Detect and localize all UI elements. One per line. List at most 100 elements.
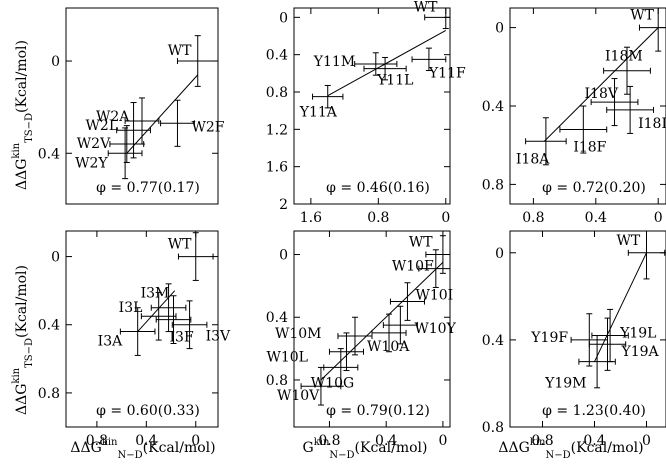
y-tick-label: 0.4 (266, 48, 288, 64)
point-label: W2F (191, 119, 224, 135)
y-tick-label: 0.4 (482, 333, 504, 349)
point-label: WT (414, 0, 438, 15)
phi-value-label: φ = 0.79(0.12) (326, 403, 430, 419)
point-label: I3M (141, 286, 170, 302)
plot-area (119, 232, 214, 356)
fit-line (327, 29, 447, 97)
plot-frame (65, 7, 219, 205)
x-axis-label-left: ΔΔGkinN−D(Kcal/mol) (70, 437, 215, 461)
point-label: I3V (206, 329, 231, 345)
x-tick-label: 0 (654, 210, 663, 226)
y-tick-label: 0 (495, 21, 504, 37)
y-axis-label-bottom: ΔΔGkinTS−D(Kcal/mol) (11, 265, 35, 415)
y-tick-label: 0.4 (266, 310, 288, 326)
point-label: W10L (266, 350, 308, 366)
x-tick-label: 0.8 (86, 433, 108, 449)
fit-line (594, 252, 647, 362)
x-tick-label: 0 (642, 433, 651, 449)
point-label: W2Y (75, 155, 108, 171)
x-tick-label: 0 (438, 433, 447, 449)
y-tick-label: 1.6 (266, 160, 288, 176)
point-label: Y11A (299, 105, 338, 121)
point-label: I3F (170, 330, 194, 346)
point-label: W10V (277, 388, 320, 404)
x-tick-label: 0.8 (367, 210, 389, 226)
point-label: WT (168, 43, 192, 59)
y-tick-label: 0 (279, 248, 288, 264)
phi-value-label: φ = 1.23(0.40) (542, 403, 646, 419)
plot-frame (65, 230, 219, 428)
x-tick-label: 0.4 (585, 210, 607, 226)
x-tick-label: 1.6 (300, 210, 322, 226)
x-tick-label: 0.4 (583, 433, 605, 449)
plot-frame (509, 230, 666, 428)
point-label: WT (168, 237, 192, 253)
plot-area (300, 235, 450, 406)
point-label: W10Y (414, 321, 456, 337)
y-tick-label: 0.4 (38, 318, 60, 334)
x-axis-label-right: ΔΔGkinN−D(Kcal/mol) (498, 437, 643, 461)
plot-area (107, 35, 218, 180)
x-tick-label: 0 (441, 210, 450, 226)
y-tick-label: 1.2 (266, 122, 288, 138)
phi-value-label: φ = 0.60(0.33) (96, 403, 200, 419)
point-label: I18M (605, 49, 643, 65)
point-label: WT (409, 235, 433, 251)
point-label: I18F (573, 140, 606, 156)
point-label: W10G (311, 375, 354, 391)
x-tick-label: 0.8 (318, 433, 340, 449)
panel-2: 0 0.4 0.8 1.2 1.6 2 1.6 0.8 0 WT Y11M Y11L Y11F Y11A φ… (266, 0, 466, 226)
point-label: WT (630, 8, 654, 24)
y-tick-label: 0 (51, 250, 60, 266)
plot-frame (509, 7, 666, 205)
point-label: I18A (516, 151, 550, 167)
point-label: WT (617, 233, 641, 249)
y-tick-label: 0.8 (266, 85, 288, 101)
point-label: I18L (638, 116, 666, 132)
x-tick-label: 0.4 (135, 433, 157, 449)
plot-frame (293, 230, 451, 428)
plot-area (312, 8, 450, 109)
point-label: Y19L (619, 326, 656, 342)
point-label: Y11F (428, 65, 466, 81)
point-label: W10I (415, 288, 453, 304)
phi-value-label: φ = 0.77(0.17) (96, 180, 200, 196)
y-tick-label: 0 (279, 10, 288, 26)
point-label: W2A (96, 109, 130, 125)
point-label: Y11L (376, 73, 413, 89)
point-label: W2L (86, 118, 119, 134)
panel-6: 0 0.4 0.8 0.8 0.4 0 WT Y19L Y19A Y19F Y19M φ = 1.23… (482, 230, 666, 449)
y-tick-label: 0.8 (38, 386, 60, 402)
point-label: Y19M (544, 376, 586, 392)
point-label: I3A (98, 334, 123, 350)
y-tick-label: 0 (495, 246, 504, 262)
y-tick-label: 0.8 (266, 373, 288, 389)
x-tick-label: 0.8 (522, 210, 544, 226)
x-tick-label: 0.8 (531, 433, 553, 449)
y-tick-label: 2 (279, 197, 288, 213)
point-label: W10F (392, 259, 434, 275)
phi-value-label: φ = 0.72(0.20) (542, 180, 646, 196)
plot-frame (293, 7, 451, 205)
plot-area (570, 231, 666, 389)
y-tick-label: 0.4 (38, 146, 60, 162)
x-tick-label: 0 (191, 433, 200, 449)
fit-line (126, 74, 199, 154)
point-label: I3L (119, 300, 143, 316)
point-label: Y19F (530, 330, 568, 346)
point-label: Y11M (313, 54, 355, 70)
y-tick-label: 0.4 (482, 99, 504, 115)
y-axis-label-top: ΔΔGkinTS−D(Kcal/mol) (11, 40, 35, 190)
x-tick-label: 0.4 (375, 433, 397, 449)
y-tick-label: 0.8 (482, 420, 504, 436)
point-label: W10A (367, 339, 410, 355)
x-axis-label-middle: GkinN−D(Kcal/mol) (303, 437, 428, 461)
panel-3: 0 0.4 0.8 0.8 0.4 0 WT I18M I18V I18L I18F I18A φ = … (482, 7, 666, 226)
point-label: I18V (585, 86, 619, 102)
y-tick-label: 0 (51, 54, 60, 70)
fit-line (543, 27, 659, 142)
